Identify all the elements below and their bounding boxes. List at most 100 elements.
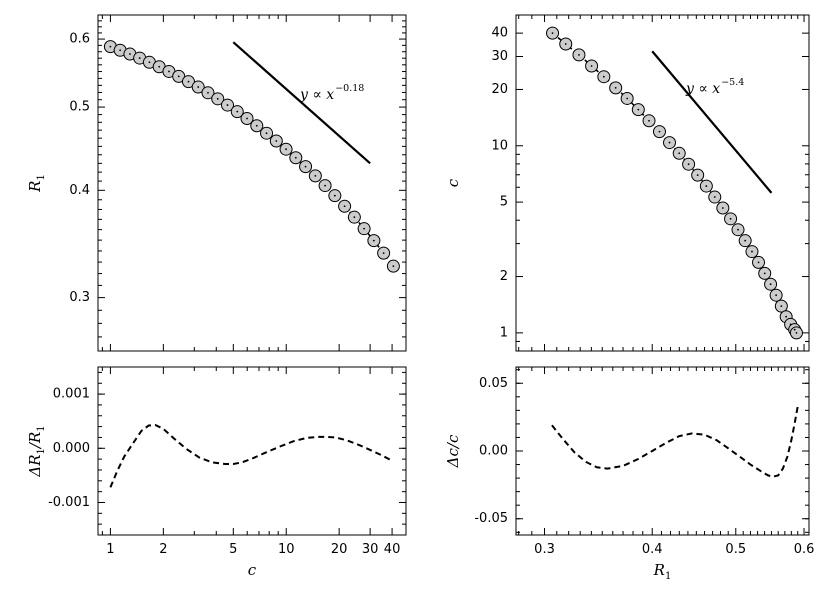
x-tick-label: 5 (229, 542, 237, 557)
x-tick-label: 10 (278, 542, 295, 557)
y-tick-label: 0.5 (69, 100, 90, 115)
y-tick-label: 2 (500, 269, 508, 284)
data-point-center (168, 70, 170, 73)
data-point-center (285, 148, 287, 151)
data-point-center (187, 80, 190, 83)
data-point-center (737, 228, 739, 231)
data-point-center (392, 265, 395, 268)
x-tick-label: 0.3 (534, 542, 555, 557)
data-point-center (333, 194, 336, 197)
data-point-center (246, 117, 248, 120)
data-point-center (626, 97, 629, 100)
data-point-center (578, 53, 580, 56)
data-point-center (763, 272, 766, 275)
fit-curve (110, 45, 395, 267)
residual-curve (551, 406, 799, 478)
y-tick-label: 0.00 (479, 444, 508, 459)
x-tick-label: 0.4 (642, 542, 663, 557)
y-axis-label: ΔR1/R1 (26, 425, 47, 477)
data-point-center (255, 124, 258, 127)
plot-frame (97, 14, 407, 352)
power-law-reference-line (232, 41, 371, 165)
y-tick-label: 0.6 (69, 32, 90, 47)
data-point-center (729, 217, 732, 220)
data-point-center (197, 86, 200, 88)
y-tick-label: 0.4 (69, 183, 90, 198)
x-tick-label: 20 (331, 542, 348, 557)
x-tick-label: 30 (362, 542, 379, 557)
panel-bottom-left: 1 2 5 10 20 30 40 -0.001 0.000 0.001 ΔR1/R1 c (26, 366, 407, 579)
data-point-center (713, 196, 716, 198)
y-tick-label: -0.001 (48, 495, 90, 510)
panel-top-left: 0.3 0.4 0.5 0.6 y ∝ x−0.18 R1 (26, 14, 407, 352)
data-point-center (648, 119, 650, 122)
data-point-center (696, 174, 699, 177)
data-point-center (226, 104, 229, 106)
y-tick-label: 0.001 (53, 387, 90, 402)
power-law-annotation: y ∝ x−5.4 (685, 77, 744, 97)
data-point-center (265, 132, 268, 135)
x-tick-label: 0.5 (725, 542, 746, 557)
y-tick-label: 30 (491, 49, 508, 64)
data-point-center (148, 61, 151, 64)
data-point-center (294, 156, 297, 159)
data-point-center (658, 130, 661, 133)
x-tick-label: 2 (159, 542, 167, 557)
panel-bottom-right: 0.3 0.4 0.5 0.6 -0.05 0.00 0.05 Δc/c R1 (444, 366, 815, 582)
data-point-center (678, 152, 681, 155)
data-point-center (363, 227, 366, 230)
data-point-center (564, 43, 567, 45)
data-point-center (129, 53, 131, 55)
data-point-center (343, 205, 346, 208)
x-axis-label: c (248, 561, 257, 579)
y-tick-label: -0.05 (474, 511, 508, 526)
power-law-reference-line (651, 50, 773, 194)
y-tick-label: 40 (491, 26, 508, 41)
data-point-center (769, 283, 772, 286)
data-point-center (216, 97, 219, 100)
data-point-center (382, 252, 385, 255)
data-point-center (590, 65, 593, 67)
data-point-center (785, 315, 788, 318)
data-point-center (314, 174, 317, 177)
data-point-center (275, 140, 278, 142)
plot-frame (515, 366, 810, 536)
data-point-center (751, 250, 753, 253)
data-point-center (775, 294, 778, 297)
data-point-center (119, 49, 122, 52)
y-tick-label: 0.05 (479, 376, 508, 391)
panel-top-right: 1 2 5 10 20 30 40 y ∝ x−5.4 c (444, 14, 810, 352)
data-point-center (177, 75, 180, 78)
plot-frame (515, 14, 810, 352)
y-tick-label: 5 (500, 195, 508, 210)
data-point-center (236, 110, 239, 113)
y-tick-label: 1 (500, 325, 508, 340)
data-point-center (705, 185, 708, 187)
power-law-annotation: y ∝ x−0.18 (299, 83, 364, 103)
data-point-center (324, 184, 326, 187)
x-axis-label: R1 (653, 561, 672, 582)
x-tick-label: 0.6 (794, 542, 815, 557)
y-axis-label: c (444, 178, 462, 187)
y-tick-label: 20 (491, 82, 508, 97)
data-point-center (793, 328, 796, 331)
data-point-center (158, 65, 161, 68)
y-tick-label: 0.3 (69, 290, 90, 305)
data-point-center (637, 108, 640, 111)
y-axis-label: R1 (26, 174, 47, 193)
data-point-center (687, 163, 690, 166)
x-tick-label: 1 (106, 542, 114, 557)
data-point-center (304, 165, 307, 168)
data-point-center (795, 331, 798, 334)
x-tick-label: 40 (384, 542, 401, 557)
data-point-center (551, 32, 554, 35)
data-point-center (744, 239, 747, 242)
data-point-center (614, 86, 617, 89)
data-point-center (757, 261, 760, 264)
y-tick-label: 0.000 (53, 441, 90, 456)
data-point-center (372, 239, 375, 242)
residual-curve (109, 423, 393, 488)
data-point-center (207, 91, 209, 94)
data-point-center (789, 323, 792, 326)
